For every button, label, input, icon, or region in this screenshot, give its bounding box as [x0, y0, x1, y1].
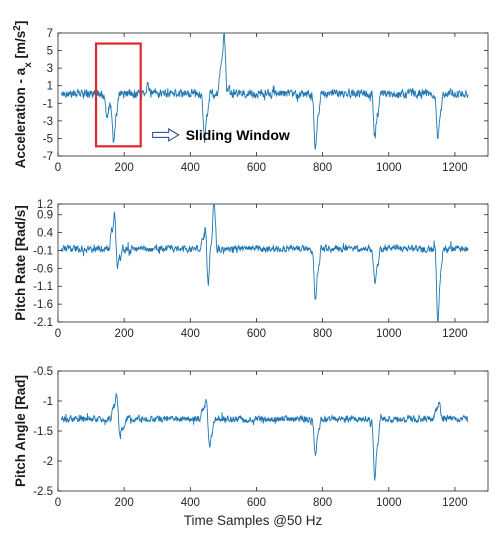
x-tick-label: 800 — [313, 328, 332, 340]
y-tick-label: -0.6 — [33, 263, 53, 275]
series-line — [60, 32, 469, 150]
y-tick-label: 5 — [47, 46, 53, 58]
x-tick-label: 400 — [181, 328, 200, 340]
y-tick-label: 1 — [47, 81, 53, 93]
x-tick-label: 200 — [115, 497, 134, 509]
plot-area — [57, 203, 489, 323]
y-tick-label: -2.1 — [33, 317, 53, 329]
x-tick-label: 200 — [115, 162, 134, 174]
y-tick-label: 1.2 — [37, 199, 53, 211]
y-tick-label: 0.4 — [37, 228, 54, 240]
series-line — [60, 392, 469, 481]
y-tick-label: 7 — [47, 28, 53, 40]
y-tick-label: -2.5 — [33, 486, 53, 498]
y-tick-label: -0.5 — [33, 366, 53, 378]
y-tick-label: 0.9 — [37, 210, 53, 222]
x-tick-label: 400 — [181, 162, 200, 174]
y-tick-label: 3 — [47, 63, 53, 75]
x-tick-label: 200 — [115, 328, 134, 340]
y-tick-label: -5 — [43, 133, 53, 145]
arrow-right-icon — [152, 128, 180, 142]
x-tick-label: 1000 — [376, 328, 402, 340]
x-tick-label: 1000 — [376, 162, 402, 174]
series-line — [60, 203, 469, 323]
x-tick-label: 600 — [247, 328, 266, 340]
x-tick-label: 0 — [55, 328, 61, 340]
y-tick-label: -7 — [43, 151, 53, 163]
y-tick-label: -2 — [43, 456, 53, 468]
x-tick-label: 0 — [55, 162, 61, 174]
x-tick-label: 400 — [181, 497, 200, 509]
x-tick-label: 600 — [247, 162, 266, 174]
panel-2: 0 200 400 600 800 1000 1200 1.20.9 0.4 -0.1 -0.6 -1… — [13, 199, 489, 340]
plot-area — [57, 370, 489, 492]
sliding-window-label: Sliding Window — [186, 127, 290, 143]
y-tick-label: -1.6 — [33, 299, 53, 311]
y-tick-label: -1.1 — [33, 281, 53, 293]
x-tick-label: 800 — [313, 162, 332, 174]
x-tick-label: 0 — [55, 497, 61, 509]
x-tick-label: 1200 — [442, 162, 468, 174]
y-axis-label: Pitch Rate [Rad/s] — [13, 205, 28, 321]
y-tick-label: -1 — [43, 396, 53, 408]
x-tick-label: 1200 — [442, 328, 468, 340]
panel-1: 0 200 400 600 800 1000 1200 7 5 3 1 -1 -3 -5 -7 Acceler… — [12, 21, 489, 174]
x-tick-label: 600 — [247, 497, 266, 509]
sliding-window-box — [94, 42, 142, 148]
x-tick-label: 1000 — [376, 497, 402, 509]
x-tick-label: 1200 — [442, 497, 468, 509]
panel-3: 0 200 400 600 800 1000 1200 -0.5 -1 -1.5 -2 -2.5 Pit… — [13, 366, 489, 528]
y-tick-label: -0.1 — [33, 245, 53, 257]
y-tick-label: -1.5 — [33, 426, 53, 438]
y-tick-label: -1 — [43, 98, 53, 110]
x-tick-label: 800 — [313, 497, 332, 509]
y-tick-label: -3 — [43, 116, 53, 128]
x-axis-label: Time Samples @50 Hz — [184, 513, 323, 528]
y-axis-label: Pitch Angle [Rad] — [13, 375, 28, 487]
y-axis-label: Acceleration - ax [m/s2] — [12, 21, 34, 169]
